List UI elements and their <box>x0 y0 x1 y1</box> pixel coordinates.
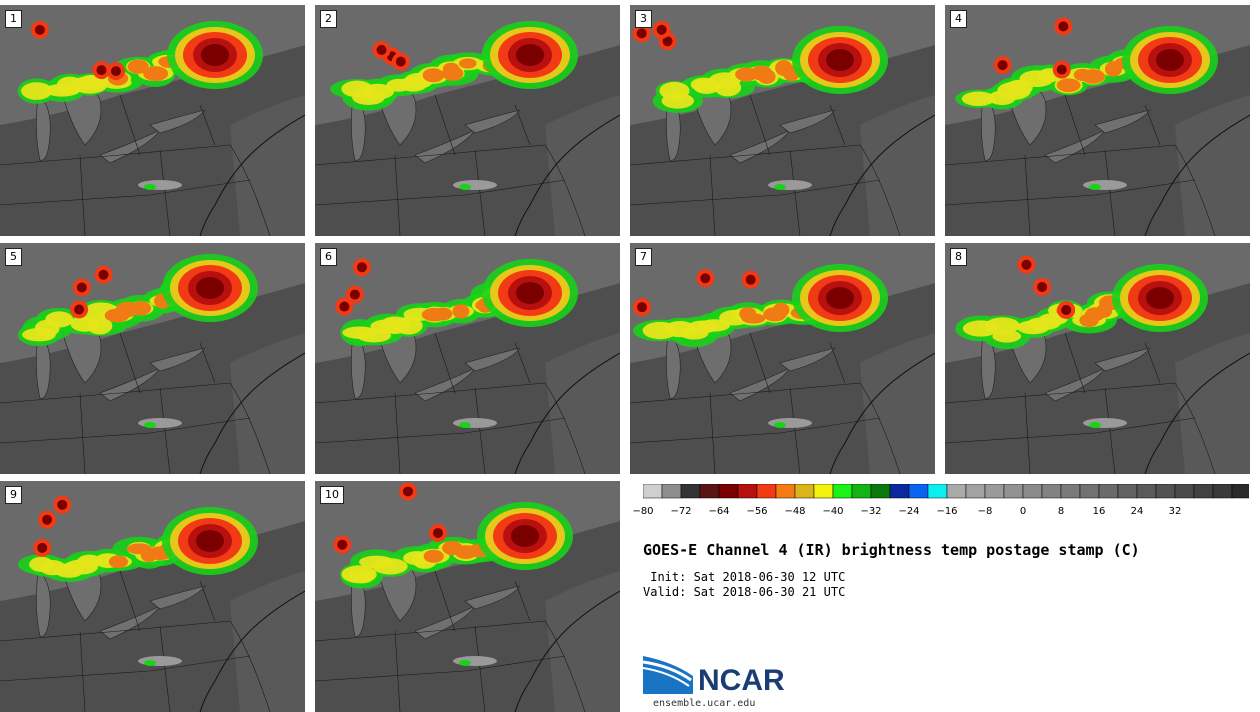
panel-number: 2 <box>320 10 337 28</box>
panel-number: 4 <box>950 10 967 28</box>
colorbar-tick-label: −64 <box>708 506 730 517</box>
colorbar-swatch <box>794 484 815 499</box>
satellite-map <box>945 243 1250 474</box>
colorbar-swatch <box>813 484 834 499</box>
member-panel-8: 8 <box>945 243 1250 474</box>
ncar-url: ensemble.ucar.edu <box>653 698 756 709</box>
colorbar-swatch <box>680 484 701 499</box>
satellite-map <box>630 243 935 474</box>
colorbar <box>643 484 1249 499</box>
colorbar-swatch <box>661 484 682 499</box>
colorbar-swatch <box>1060 484 1081 499</box>
colorbar-swatch <box>1079 484 1100 499</box>
colorbar-tick-label: −72 <box>670 506 692 517</box>
satellite-map <box>0 243 305 474</box>
colorbar-swatch <box>832 484 853 499</box>
member-panel-4: 4 <box>945 5 1250 236</box>
colorbar-swatch <box>965 484 986 499</box>
colorbar-labels: −80 −72 −64 −56 −48 −40 −32 −24 −16 −8 0 8 16 24 32 <box>632 506 1253 520</box>
colorbar-tick-label: −32 <box>860 506 882 517</box>
colorbar-swatch <box>984 484 1005 499</box>
satellite-map <box>630 5 935 236</box>
member-panel-5: 5 <box>0 243 305 474</box>
member-panel-3: 3 <box>630 5 935 236</box>
colorbar-tick-label: −16 <box>936 506 958 517</box>
panel-number: 8 <box>950 248 967 266</box>
colorbar-swatch <box>1231 484 1249 499</box>
panel-number: 1 <box>5 10 22 28</box>
ncar-logo-text: NCAR <box>698 664 785 697</box>
chart-title: GOES-E Channel 4 (IR) brightness temp po… <box>643 541 1140 559</box>
member-panel-10: 10 <box>315 481 620 712</box>
member-panel-7: 7 <box>630 243 935 474</box>
satellite-map <box>315 243 620 474</box>
colorbar-swatch <box>699 484 720 499</box>
colorbar-swatch <box>756 484 777 499</box>
colorbar-swatch <box>889 484 910 499</box>
colorbar-tick-label: 8 <box>1057 506 1065 517</box>
member-panel-9: 9 <box>0 481 305 712</box>
colorbar-swatch <box>737 484 758 499</box>
colorbar-swatch <box>1022 484 1043 499</box>
colorbar-swatch <box>946 484 967 499</box>
colorbar-tick-label: 24 <box>1130 506 1144 517</box>
colorbar-tick-label: 32 <box>1168 506 1182 517</box>
member-panel-6: 6 <box>315 243 620 474</box>
colorbar-tick-label: −8 <box>977 506 993 517</box>
colorbar-tick-label: −48 <box>784 506 806 517</box>
panel-number: 7 <box>635 248 652 266</box>
panel-number: 10 <box>320 486 344 504</box>
colorbar-tick-label: −40 <box>822 506 844 517</box>
colorbar-tick-label: −24 <box>898 506 920 517</box>
member-panel-1: 1 <box>0 5 305 236</box>
satellite-map <box>0 481 305 712</box>
colorbar-swatch <box>927 484 948 499</box>
colorbar-swatch <box>643 484 663 499</box>
colorbar-swatch <box>1098 484 1119 499</box>
colorbar-tick-label: 16 <box>1092 506 1106 517</box>
member-panel-2: 2 <box>315 5 620 236</box>
colorbar-swatch <box>870 484 891 499</box>
satellite-map <box>0 5 305 236</box>
colorbar-tick-label: 0 <box>1019 506 1027 517</box>
panel-number: 9 <box>5 486 22 504</box>
panel-number: 6 <box>320 248 337 266</box>
colorbar-swatch <box>1212 484 1233 499</box>
satellite-map <box>315 5 620 236</box>
panel-number: 3 <box>635 10 652 28</box>
colorbar-swatch <box>775 484 796 499</box>
satellite-map <box>315 481 620 712</box>
colorbar-swatch <box>851 484 872 499</box>
init-time: Init: Sat 2018-06-30 12 UTC <box>643 570 846 584</box>
colorbar-swatch <box>908 484 929 499</box>
colorbar-tick-label: −80 <box>632 506 654 517</box>
colorbar-swatch <box>1174 484 1195 499</box>
panel-number: 5 <box>5 248 22 266</box>
ncar-logo-icon <box>643 656 693 694</box>
valid-time: Valid: Sat 2018-06-30 21 UTC <box>643 585 846 599</box>
colorbar-swatch <box>718 484 739 499</box>
colorbar-swatch <box>1117 484 1138 499</box>
colorbar-swatch <box>1136 484 1157 499</box>
colorbar-swatch <box>1041 484 1062 499</box>
colorbar-swatch <box>1003 484 1024 499</box>
colorbar-tick-label: −56 <box>746 506 768 517</box>
satellite-map <box>945 5 1250 236</box>
colorbar-swatch <box>1155 484 1176 499</box>
colorbar-swatch <box>1193 484 1214 499</box>
